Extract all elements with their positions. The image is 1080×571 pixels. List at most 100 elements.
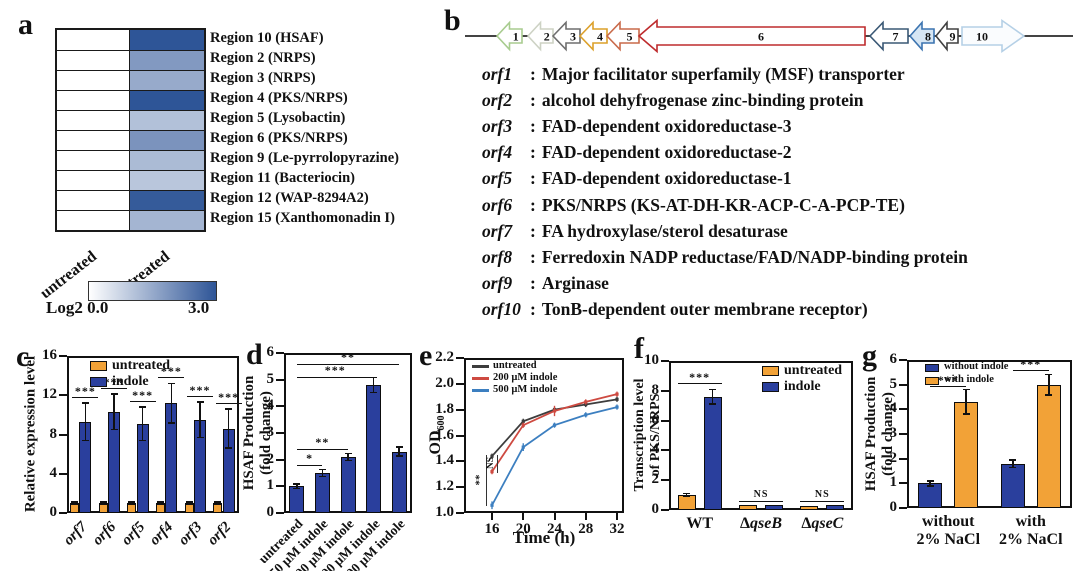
y-tick-label: 3 xyxy=(889,425,898,441)
bar xyxy=(1000,463,1025,508)
heatmap-cell xyxy=(57,71,130,90)
y-tick-label: 0 xyxy=(651,501,660,517)
y-tick-label: 0 xyxy=(889,499,898,515)
error-bar-cap xyxy=(225,408,233,410)
y-tick-label: 8 xyxy=(49,425,58,442)
delta: Δ xyxy=(801,515,812,532)
comparison-line xyxy=(296,465,323,467)
heatmap-row xyxy=(57,210,204,230)
comparison-line xyxy=(296,363,400,366)
gene-arrow-7 xyxy=(868,20,909,52)
heatmap-row-label: Region 10 (HSAF) xyxy=(210,30,324,46)
y-tick-label: 0 xyxy=(49,504,58,520)
annotation-line xyxy=(497,455,499,473)
gene-arrow-9 xyxy=(934,20,959,52)
data-point xyxy=(615,405,619,409)
x-tick-label: 20 xyxy=(515,521,531,537)
error-bar-cap xyxy=(962,388,970,391)
heatmap-row-label: Region 9 (Le-pyrrolopyrazine) xyxy=(210,150,400,166)
gene-number: 10 xyxy=(976,30,988,44)
orf-name: orf3 xyxy=(482,115,513,136)
error-bar-line xyxy=(216,502,219,505)
data-point xyxy=(521,423,525,427)
error-bar-line xyxy=(199,402,201,438)
error-bar-cap xyxy=(99,501,107,503)
error-bar-cap xyxy=(214,503,222,506)
y-tick xyxy=(276,352,284,354)
bar xyxy=(1036,384,1061,508)
orf-description: FA hydroxylase/sterol desaturase xyxy=(541,220,788,241)
heatmap-row-label: Region 4 (PKS/NRPS) xyxy=(210,90,348,106)
error-bar-cap xyxy=(110,428,118,431)
legend-swatch xyxy=(762,382,779,392)
error-bar-cap xyxy=(1009,459,1017,461)
error-bar-cap xyxy=(1009,466,1017,469)
bar xyxy=(340,457,356,513)
heatmap-cell xyxy=(57,171,130,190)
orf-colon: : xyxy=(530,142,536,163)
heatmap-cell xyxy=(130,171,204,190)
gene-name: qseC xyxy=(811,515,844,532)
y-tick-label: 16 xyxy=(42,347,57,363)
orf-description: alcohol dehyfrogenase zinc-binding prote… xyxy=(541,89,864,110)
y-tick xyxy=(899,408,907,411)
y-tick xyxy=(456,512,464,514)
error-bar-cap xyxy=(318,468,326,471)
annotation-label: NS xyxy=(486,456,497,470)
orf-name: orf5 xyxy=(482,168,513,189)
x-tick-label: WT xyxy=(686,515,713,532)
significance-marker: NS xyxy=(739,490,783,503)
orf-description: TonB-dependent outer membrane receptor) xyxy=(541,299,868,320)
y-tick-label: 4 xyxy=(266,397,275,414)
orf-description: FAD-dependent oxidoreductase-3 xyxy=(541,115,792,136)
orf-colon: : xyxy=(530,194,536,215)
gene-arrow-5 xyxy=(605,20,640,52)
error-bar-cap xyxy=(1045,373,1053,376)
y-tick xyxy=(456,382,464,385)
legend-line-swatch xyxy=(472,365,489,368)
annotation-label: ** xyxy=(473,474,486,486)
heatmap-cell xyxy=(130,111,204,130)
orf-colon: : xyxy=(530,63,536,84)
error-bar-cap xyxy=(70,503,78,506)
orf-colon: : xyxy=(530,89,536,110)
heatmap-cell xyxy=(130,151,204,170)
heatmap-row xyxy=(57,130,204,150)
error-bar-cap xyxy=(962,413,970,416)
x-tick-label: 2% NaCl xyxy=(916,531,981,548)
y-tick-label: 6 xyxy=(889,351,898,367)
comparison-line xyxy=(930,385,967,388)
error-bar-cap xyxy=(156,501,164,503)
orf-list-item: orf1: Major facilitator superfamily (MSF)… xyxy=(482,61,1078,87)
heatmap-row xyxy=(57,30,204,50)
error-bar-line xyxy=(84,403,87,441)
error-bar-cap xyxy=(139,406,147,408)
y-tick-label: 1.8 xyxy=(435,400,454,417)
y-tick xyxy=(456,408,464,411)
significance-marker: *** xyxy=(101,376,127,390)
error-bar-cap xyxy=(395,446,403,448)
orf-list-item: orf6: PKS/NRPS (KS-AT-DH-KR-ACP-C-A-PCP-T… xyxy=(482,192,1078,218)
y-tick xyxy=(59,433,67,436)
error-bar-cap xyxy=(167,382,175,385)
error-bar-cap xyxy=(185,501,193,503)
gene-number: 5 xyxy=(627,30,633,44)
orf-description: Arginase xyxy=(541,273,609,294)
error-bar-cap xyxy=(709,403,717,405)
y-tick-label: 3 xyxy=(266,424,275,440)
error-bar-line xyxy=(711,389,714,405)
heatmap-row-label: Region 11 (Bacteriocin) xyxy=(210,170,355,186)
heatmap-cell xyxy=(57,51,130,70)
y-tick-label: 1.6 xyxy=(435,426,454,443)
legend-swatch xyxy=(90,361,107,371)
heatmap-cell xyxy=(57,91,130,110)
gene-number: 9 xyxy=(950,30,956,44)
heatmap-row xyxy=(57,50,204,70)
delta: Δ xyxy=(739,515,751,532)
bar xyxy=(800,505,819,510)
gene-number: 7 xyxy=(893,30,899,44)
annotation-line xyxy=(486,455,488,506)
orf-name: orf9 xyxy=(482,273,513,294)
plot-frame-e xyxy=(464,358,624,513)
y-tick-label: 8 xyxy=(651,381,660,398)
